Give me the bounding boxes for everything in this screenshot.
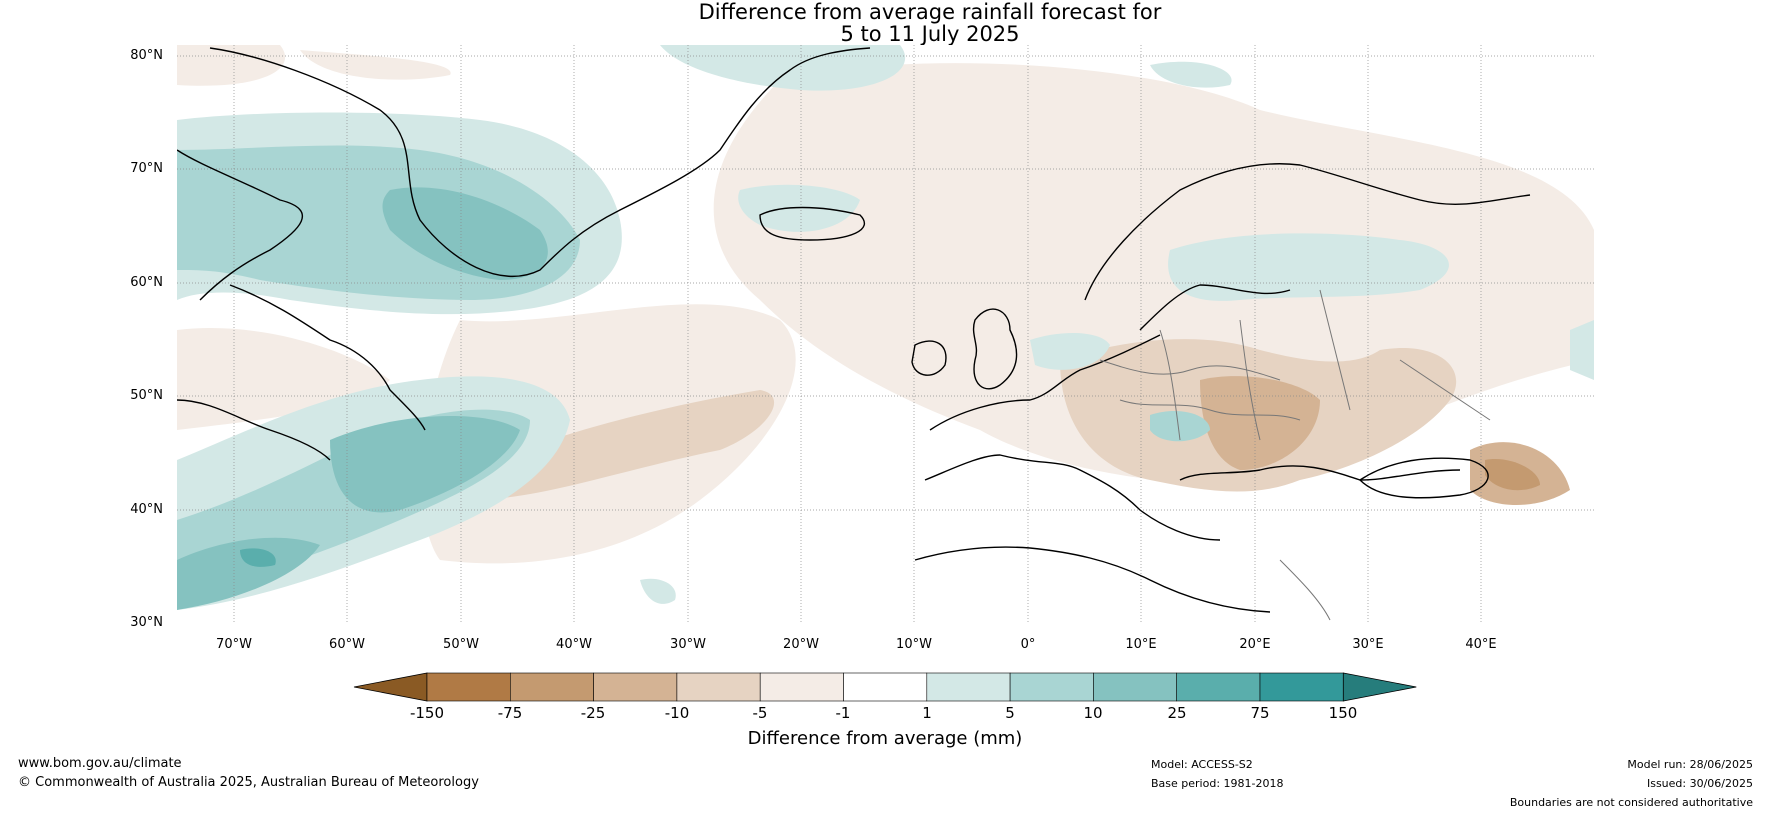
colorbar-swatch xyxy=(1260,673,1343,701)
colorbar-swatch xyxy=(760,673,843,701)
colorbar-extend-low xyxy=(354,673,427,701)
lon-label-20e: 20°E xyxy=(1215,637,1295,652)
colorbar-swatch xyxy=(1093,673,1176,701)
lon-label-40w: 40°W xyxy=(534,637,614,652)
colorbar-swatch xyxy=(594,673,677,701)
colorbar-tick: 5 xyxy=(980,704,1040,722)
lon-label-10e: 10°E xyxy=(1101,637,1181,652)
lat-label-40n: 40°N xyxy=(103,502,163,517)
footer-model: Model: ACCESS-S2 xyxy=(1151,758,1253,771)
lon-label-60w: 60°W xyxy=(307,637,387,652)
lon-label-30e: 30°E xyxy=(1328,637,1408,652)
colorbar xyxy=(354,673,1416,701)
colorbar-tick: -5 xyxy=(730,704,790,722)
lat-label-80n: 80°N xyxy=(103,48,163,63)
lat-label-70n: 70°N xyxy=(103,161,163,176)
colorbar-tick: -10 xyxy=(647,704,707,722)
colorbar-tick: 75 xyxy=(1230,704,1290,722)
colorbar-swatch xyxy=(1010,673,1093,701)
colorbar-swatch xyxy=(677,673,760,701)
lon-label-50w: 50°W xyxy=(421,637,501,652)
colorbar-swatch xyxy=(510,673,593,701)
colorbar-tick: 25 xyxy=(1147,704,1207,722)
colorbar-tick: -1 xyxy=(813,704,873,722)
footer-model-run: Model run: 28/06/2025 xyxy=(1627,758,1753,771)
footer-copyright: © Commonwealth of Australia 2025, Austra… xyxy=(18,775,479,790)
footer-url: www.bom.gov.au/climate xyxy=(18,756,182,771)
footer-issued: Issued: 30/06/2025 xyxy=(1647,777,1753,790)
colorbar-tick: 10 xyxy=(1063,704,1123,722)
rainfall-anomaly-field xyxy=(177,45,1594,623)
colorbar-tick: 150 xyxy=(1313,704,1373,722)
lon-label-10w: 10°W xyxy=(874,637,954,652)
lat-label-50n: 50°N xyxy=(103,388,163,403)
colorbar-tick: -75 xyxy=(480,704,540,722)
lon-label-40e: 40°E xyxy=(1441,637,1521,652)
lon-label-0: 0° xyxy=(988,637,1068,652)
colorbar-swatch xyxy=(427,673,510,701)
colorbar-tick: -150 xyxy=(397,704,457,722)
lon-label-70w: 70°W xyxy=(194,637,274,652)
forecast-map xyxy=(0,0,1770,816)
colorbar-swatch xyxy=(844,673,927,701)
colorbar-swatch xyxy=(1177,673,1260,701)
footer-base-period: Base period: 1981-2018 xyxy=(1151,777,1283,790)
lat-label-30n: 30°N xyxy=(103,615,163,630)
colorbar-swatch xyxy=(927,673,1010,701)
colorbar-tick: 1 xyxy=(897,704,957,722)
lon-label-20w: 20°W xyxy=(761,637,841,652)
footer-disclaimer: Boundaries are not considered authoritat… xyxy=(1510,796,1753,809)
colorbar-extend-high xyxy=(1343,673,1416,701)
lat-label-60n: 60°N xyxy=(103,275,163,290)
colorbar-tick: -25 xyxy=(563,704,623,722)
lon-label-30w: 30°W xyxy=(648,637,728,652)
colorbar-title: Difference from average (mm) xyxy=(0,728,1770,749)
